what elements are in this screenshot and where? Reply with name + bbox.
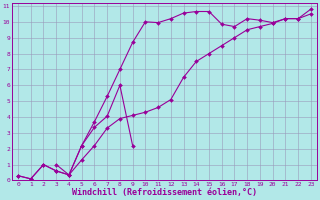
X-axis label: Windchill (Refroidissement éolien,°C): Windchill (Refroidissement éolien,°C) bbox=[72, 188, 257, 197]
